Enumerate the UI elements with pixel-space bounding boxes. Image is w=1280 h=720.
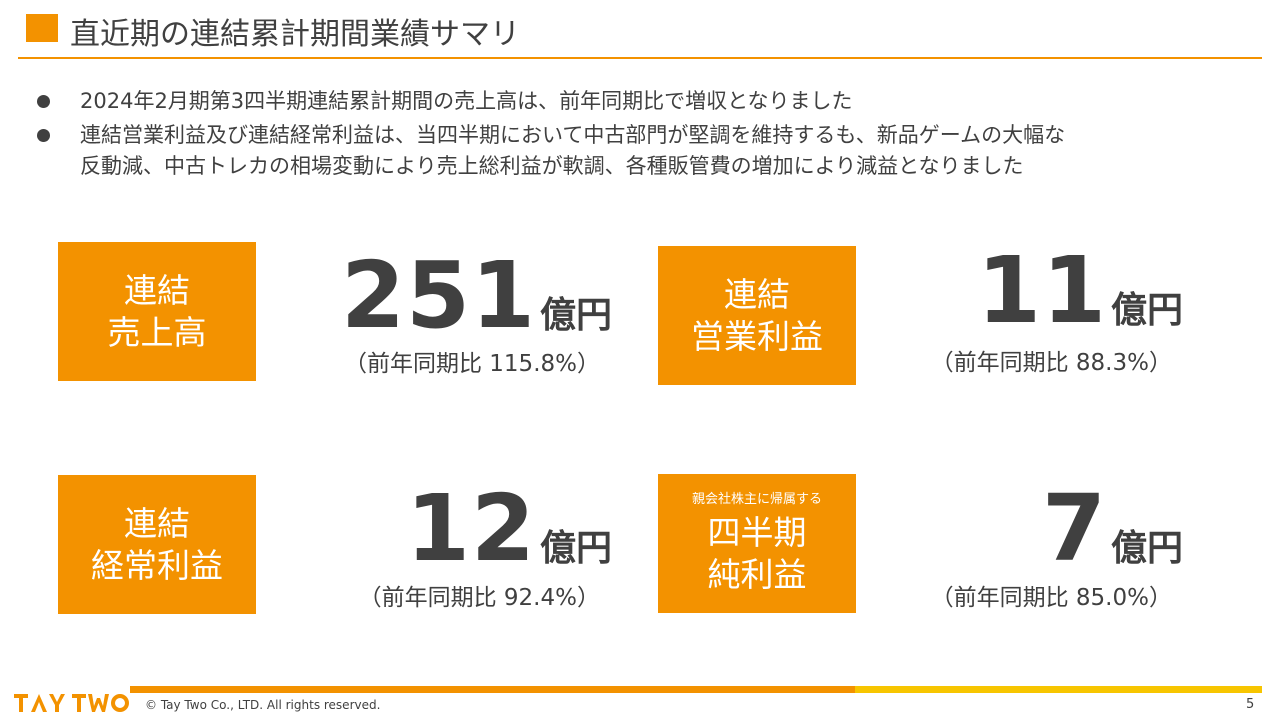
tay-two-logo <box>14 694 129 712</box>
kpi-net-sublabel: 親会社株主に帰属する <box>691 491 822 507</box>
kpi-sales-unit: 億円 <box>539 295 612 336</box>
bullet-text: 連結営業利益及び連結経常利益は、当四半期において中古部門が堅調を維持するも、新品… <box>80 123 1066 178</box>
footer-accent-bar <box>130 686 855 693</box>
title-divider <box>18 57 1262 59</box>
kpi-net-yoy: （前年同期比 85.0%） <box>930 585 1172 611</box>
kpi-operating-yoy: （前年同期比 88.3%） <box>930 350 1172 376</box>
kpi-ordinary-value-group: 12 億円 <box>300 483 612 575</box>
kpi-net-unit: 億円 <box>1110 528 1183 569</box>
kpi-ordinary-label-box: 連結 経常利益 <box>58 475 256 614</box>
page-number: 5 <box>1246 697 1255 712</box>
title-accent-square <box>26 14 58 42</box>
kpi-sales-label-box: 連結 売上高 <box>58 242 256 381</box>
kpi-sales-value-group: 251 億円 <box>300 250 612 342</box>
bullet-item: 連結営業利益及び連結経常利益は、当四半期において中古部門が堅調を維持するも、新品… <box>36 120 1266 182</box>
copyright-text: © Tay Two Co., LTD. All rights reserved. <box>145 698 381 712</box>
footer-accent-bar-secondary <box>855 686 1262 693</box>
kpi-ordinary-unit: 億円 <box>539 528 612 569</box>
page-title: 直近期の連結累計期間業績サマリ <box>70 17 520 52</box>
kpi-operating-value-group: 11 億円 <box>900 245 1183 337</box>
bullet-list: 2024年2月期第3四半期連結累計期間の売上高は、前年同期比で増収となりました … <box>36 86 1266 185</box>
kpi-sales-label: 連結 売上高 <box>107 270 207 352</box>
bullet-text: 2024年2月期第3四半期連結累計期間の売上高は、前年同期比で増収となりました <box>80 89 853 113</box>
kpi-sales-value: 251 <box>340 242 536 349</box>
kpi-operating-unit: 億円 <box>1110 290 1183 331</box>
kpi-operating-value: 11 <box>976 237 1107 344</box>
kpi-sales-yoy: （前年同期比 115.8%） <box>343 351 600 377</box>
kpi-operating-label: 連結 営業利益 <box>691 274 823 356</box>
kpi-ordinary-yoy: （前年同期比 92.4%） <box>358 585 600 611</box>
kpi-ordinary-label: 連結 経常利益 <box>91 503 223 585</box>
kpi-ordinary-value: 12 <box>405 475 536 582</box>
kpi-net-label: 四半期 純利益 <box>707 512 807 594</box>
bullet-dot-icon <box>36 86 80 117</box>
kpi-net-label-box: 親会社株主に帰属する 四半期 純利益 <box>658 474 856 613</box>
kpi-net-value-group: 7 億円 <box>900 483 1183 575</box>
bullet-item: 2024年2月期第3四半期連結累計期間の売上高は、前年同期比で増収となりました <box>36 86 1266 117</box>
kpi-operating-label-box: 連結 営業利益 <box>658 246 856 385</box>
bullet-dot-icon <box>36 120 80 182</box>
kpi-net-value: 7 <box>1041 475 1107 582</box>
